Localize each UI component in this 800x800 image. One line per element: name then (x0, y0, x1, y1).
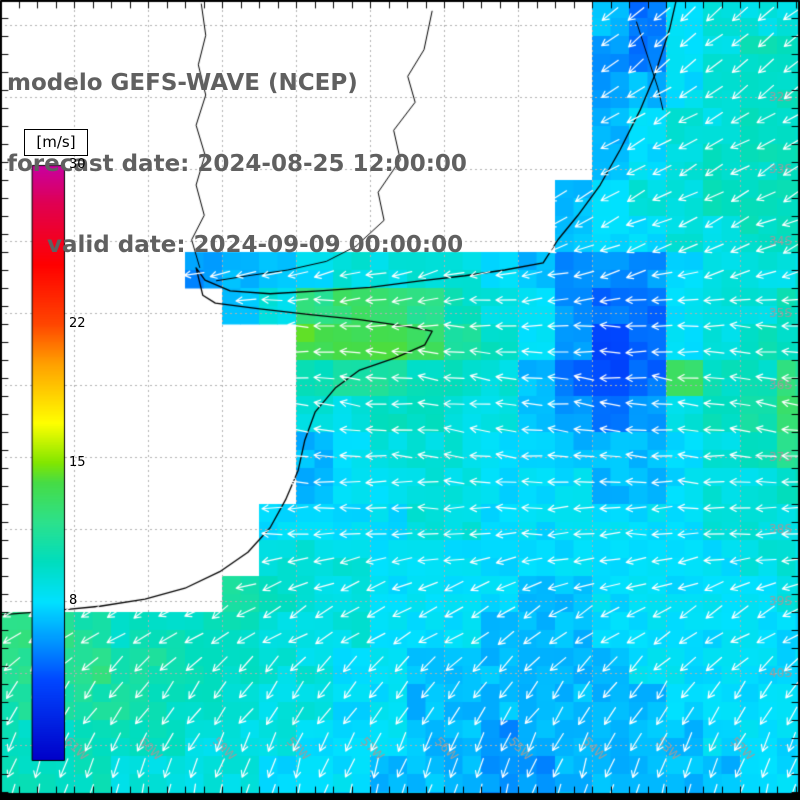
title-block: modelo GEFS-WAVE (NCEP) forecast date: 2… (7, 16, 467, 313)
model-title: modelo GEFS-WAVE (NCEP) (7, 70, 358, 96)
colorbar-tick-30: 30 (69, 157, 86, 172)
colorbar-units-label: [m/s] (24, 129, 88, 156)
forecast-date-label: forecast date: 2024-08-25 12:00:00 (7, 151, 467, 177)
colorbar-tick-15: 15 (69, 455, 86, 470)
valid-date-label: valid date: 2024-09-09 00:00:00 (47, 232, 464, 258)
colorbar-tick-8: 8 (69, 593, 78, 608)
colorbar-tick-22: 22 (69, 316, 86, 331)
